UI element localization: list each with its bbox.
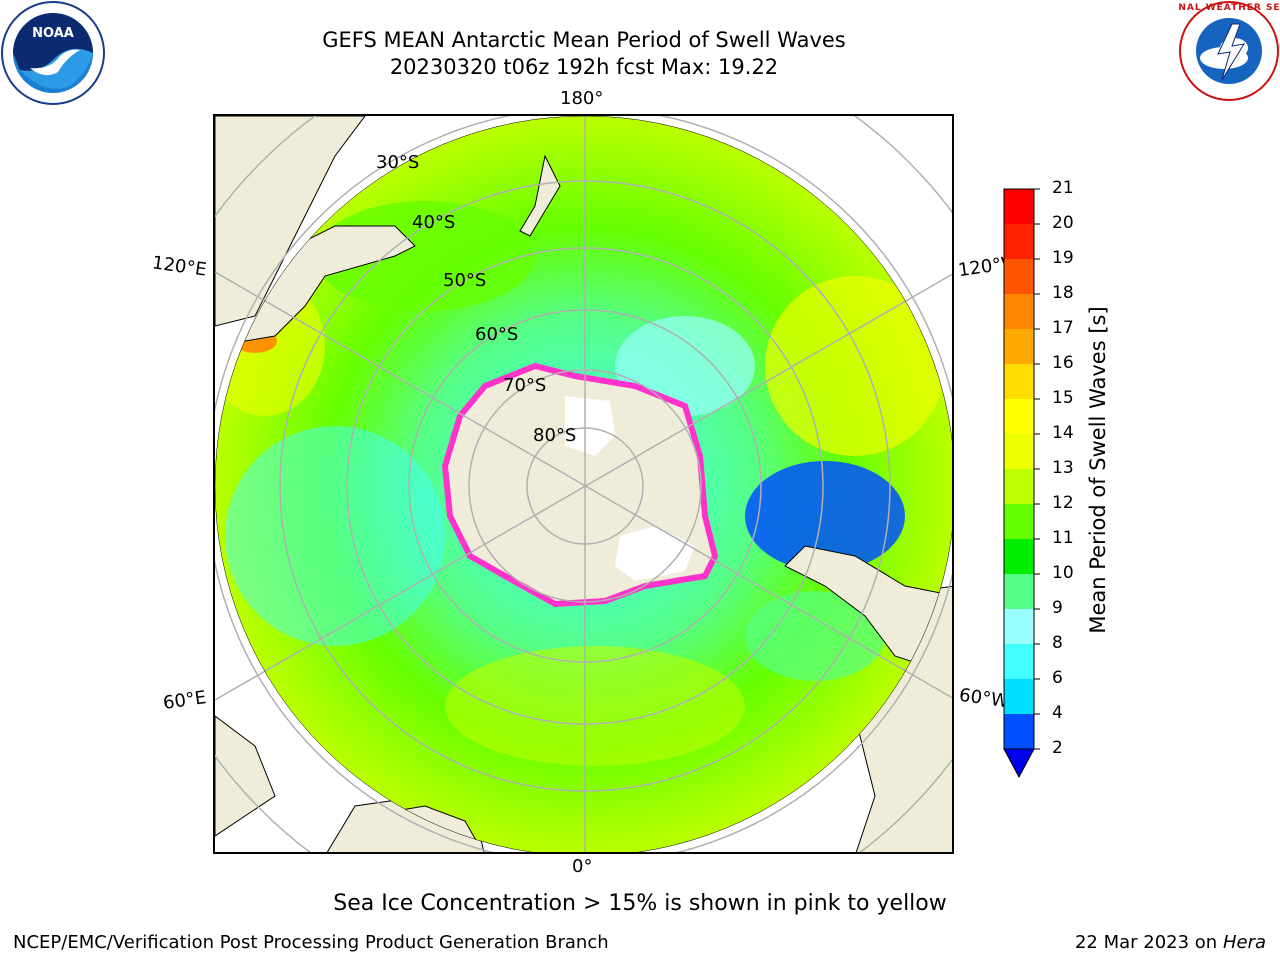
colorbar-segment <box>1004 259 1034 294</box>
colorbar <box>1003 188 1040 779</box>
colorbar-title: Mean Period of Swell Waves [s] <box>1086 306 1110 634</box>
colorbar-tick-label: 17 <box>1052 318 1074 338</box>
swell-patch-low-period <box>745 461 905 571</box>
colorbar-segment <box>1004 539 1034 574</box>
lat-label-60s: 60°S <box>475 324 519 345</box>
colorbar-segment <box>1004 609 1034 644</box>
map-panel <box>213 114 954 854</box>
colorbar-tick-label: 14 <box>1052 423 1074 443</box>
colorbar-segment <box>1004 224 1034 259</box>
colorbar-segment <box>1004 364 1034 399</box>
colorbar-segment <box>1004 714 1034 749</box>
svg-text:NATIONAL WEATHER SERVICE: NATIONAL WEATHER SERVICE <box>1178 3 1280 13</box>
colorbar-tick-label: 2 <box>1052 738 1063 758</box>
colorbar-tick-label: 8 <box>1052 633 1063 653</box>
footer-date: 22 Mar 2023 on Hera <box>1075 932 1266 953</box>
colorbar-tick-label: 20 <box>1052 213 1074 233</box>
chart-subtitle: 20230320 t06z 192h fcst Max: 19.22 <box>389 55 779 79</box>
polar-map <box>215 116 952 852</box>
colorbar-tick-label: 10 <box>1052 563 1074 583</box>
lat-label-40s: 40°S <box>412 212 456 233</box>
colorbar-segment <box>1004 469 1034 504</box>
colorbar-segment <box>1004 189 1034 224</box>
lon-label-0: 0° <box>572 856 593 877</box>
lat-label-80s: 80°S <box>533 425 577 446</box>
colorbar-tick-label: 19 <box>1052 248 1074 268</box>
colorbar-tick-label: 4 <box>1052 703 1063 723</box>
swell-patch-pacific-east <box>765 276 945 456</box>
footer-date-text: 22 Mar 2023 on <box>1074 932 1218 953</box>
madagascar-area <box>215 715 276 837</box>
colorbar-tick-label: 9 <box>1052 598 1063 618</box>
chart-title: GEFS MEAN Antarctic Mean Period of Swell… <box>322 28 846 52</box>
colorbar-tick-label: 11 <box>1052 528 1074 548</box>
colorbar-segment <box>1004 329 1034 364</box>
weddell-ice-free <box>615 526 695 581</box>
swell-patch-drake <box>745 591 885 681</box>
colorbar-tick-label: 13 <box>1052 458 1074 478</box>
lat-label-50s: 50°S <box>443 270 487 291</box>
colorbar-segment <box>1004 399 1034 434</box>
lon-label-60e: 60°E <box>161 687 208 714</box>
graticule <box>215 116 952 852</box>
colorbar-tick-label: 18 <box>1052 283 1074 303</box>
noaa-logo-text: NOAA <box>32 26 74 41</box>
colorbar-segment <box>1004 294 1034 329</box>
colorbar-segment <box>1004 504 1034 539</box>
sea-ice-note: Sea Ice Concentration > 15% is shown in … <box>333 891 947 916</box>
colorbar-tick-label: 16 <box>1052 353 1074 373</box>
colorbar-tick-label: 15 <box>1052 388 1074 408</box>
australia-outside <box>215 116 366 327</box>
colorbar-extend-arrow <box>1003 748 1035 779</box>
colorbar-segment <box>1004 574 1034 609</box>
colorbar-segment <box>1004 434 1034 469</box>
noaa-logo: NOAA <box>1 1 105 105</box>
colorbar-segment <box>1004 679 1034 714</box>
lat-label-30s: 30°S <box>376 152 420 173</box>
footer-machine: Hera <box>1222 932 1266 953</box>
lon-label-180: 180° <box>560 88 604 109</box>
colorbar-tick-label: 21 <box>1052 178 1074 198</box>
lat-label-70s: 70°S <box>503 375 547 396</box>
nws-logo: NATIONAL WEATHER SERVICE <box>1178 1 1280 101</box>
swell-patch-indian <box>225 426 445 646</box>
swell-patch-atlantic <box>445 646 745 766</box>
colorbar-segment <box>1004 644 1034 679</box>
ross-ice-free <box>565 396 615 456</box>
colorbar-tick-label: 6 <box>1052 668 1063 688</box>
lon-label-120e: 120°E <box>150 252 208 281</box>
colorbar-tick-label: 12 <box>1052 493 1074 513</box>
footer-branch: NCEP/EMC/Verification Post Processing Pr… <box>13 932 609 953</box>
